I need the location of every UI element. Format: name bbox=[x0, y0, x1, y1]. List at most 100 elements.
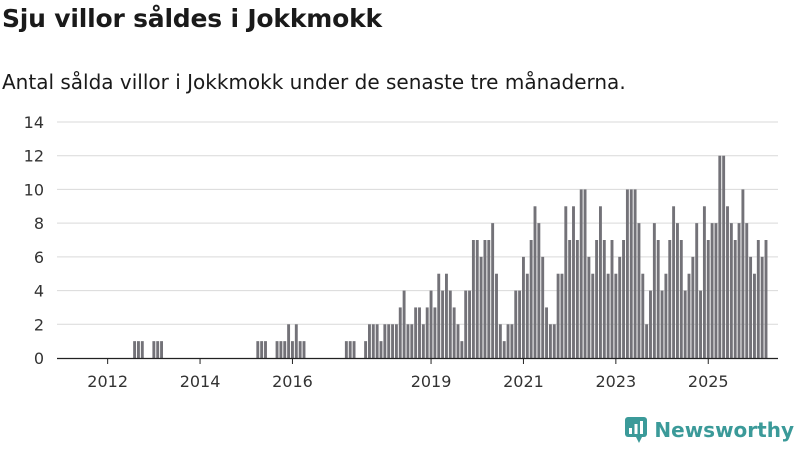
chart-bubble-icon bbox=[625, 417, 648, 443]
bar bbox=[649, 290, 652, 358]
bar bbox=[398, 307, 402, 358]
bar bbox=[764, 240, 768, 358]
bar bbox=[556, 273, 560, 358]
bar bbox=[664, 273, 668, 358]
bar bbox=[579, 189, 583, 358]
y-tick-label: 0 bbox=[34, 349, 44, 368]
bar bbox=[710, 223, 714, 358]
bar bbox=[599, 206, 602, 358]
bar bbox=[575, 240, 579, 358]
bar bbox=[383, 324, 387, 358]
bar bbox=[514, 290, 518, 358]
bar bbox=[679, 240, 683, 358]
bar bbox=[445, 273, 448, 358]
x-tick-label: 2014 bbox=[180, 372, 221, 391]
bar bbox=[464, 290, 468, 358]
bar bbox=[525, 273, 529, 358]
x-tick-label: 2019 bbox=[411, 372, 452, 391]
data-label: 7 bbox=[765, 0, 775, 4]
bar bbox=[302, 341, 306, 358]
newsworthy-logo: Newsworthy bbox=[624, 416, 794, 444]
bar bbox=[421, 324, 425, 358]
bar bbox=[448, 290, 452, 358]
bar bbox=[498, 324, 502, 358]
bar bbox=[491, 223, 495, 358]
bar bbox=[429, 290, 433, 358]
bar bbox=[522, 256, 525, 358]
bar bbox=[471, 240, 475, 358]
y-tick-label: 4 bbox=[34, 282, 44, 301]
bar bbox=[656, 240, 660, 358]
bar bbox=[298, 341, 302, 358]
y-tick-label: 8 bbox=[34, 214, 44, 233]
bar bbox=[756, 240, 760, 358]
bar bbox=[160, 341, 163, 358]
x-tick-label: 2016 bbox=[272, 372, 313, 391]
bar bbox=[379, 341, 383, 358]
bar bbox=[729, 223, 733, 358]
bar bbox=[622, 240, 625, 358]
bar bbox=[722, 155, 726, 358]
bar bbox=[548, 324, 552, 358]
y-tick-label: 6 bbox=[34, 248, 44, 267]
bar bbox=[287, 324, 291, 358]
bar bbox=[418, 307, 421, 358]
bar bbox=[294, 324, 298, 358]
bar bbox=[614, 273, 618, 358]
x-tick-label: 2012 bbox=[87, 372, 128, 391]
bar bbox=[283, 341, 287, 358]
bar bbox=[706, 240, 710, 358]
bar bbox=[702, 206, 706, 358]
bar bbox=[602, 240, 606, 358]
bar bbox=[741, 189, 745, 358]
y-tick-label: 12 bbox=[24, 147, 44, 166]
bar bbox=[595, 240, 599, 358]
bar bbox=[518, 290, 522, 358]
bar bbox=[256, 341, 260, 358]
bar bbox=[660, 290, 664, 358]
bar bbox=[610, 240, 614, 358]
bar bbox=[726, 206, 729, 358]
bar bbox=[560, 273, 564, 358]
bar bbox=[652, 223, 656, 358]
bar bbox=[264, 341, 267, 358]
bar bbox=[387, 324, 391, 358]
x-tick-label: 2025 bbox=[688, 372, 729, 391]
bar bbox=[676, 223, 679, 358]
bar bbox=[152, 341, 156, 358]
x-tick-label: 2023 bbox=[595, 372, 636, 391]
bar bbox=[687, 273, 691, 358]
bar bbox=[737, 223, 741, 358]
bar bbox=[410, 324, 414, 358]
bar bbox=[133, 341, 137, 358]
bar bbox=[633, 189, 637, 358]
bar bbox=[760, 256, 764, 358]
bar bbox=[641, 273, 645, 358]
bar bbox=[391, 324, 394, 358]
bar bbox=[394, 324, 398, 358]
bar bbox=[260, 341, 264, 358]
bar bbox=[368, 324, 371, 358]
bar bbox=[506, 324, 510, 358]
bar bbox=[137, 341, 140, 358]
bar bbox=[487, 240, 491, 358]
bar bbox=[479, 256, 483, 358]
bar bbox=[406, 324, 410, 358]
bar bbox=[625, 189, 629, 358]
bar bbox=[699, 290, 702, 358]
bar bbox=[460, 341, 464, 358]
bar bbox=[587, 256, 591, 358]
bar bbox=[629, 189, 633, 358]
bar bbox=[691, 256, 695, 358]
bar bbox=[606, 273, 610, 358]
bar bbox=[583, 189, 587, 358]
chart-title: Sju villor såldes i Jokkmokk bbox=[2, 4, 382, 33]
bar bbox=[371, 324, 375, 358]
chart-subtitle: Antal sålda villor i Jokkmokk under de s… bbox=[2, 70, 626, 94]
bar bbox=[668, 240, 672, 358]
bar bbox=[483, 240, 487, 358]
bar bbox=[352, 341, 356, 358]
bar bbox=[364, 341, 368, 358]
bar bbox=[291, 341, 294, 358]
